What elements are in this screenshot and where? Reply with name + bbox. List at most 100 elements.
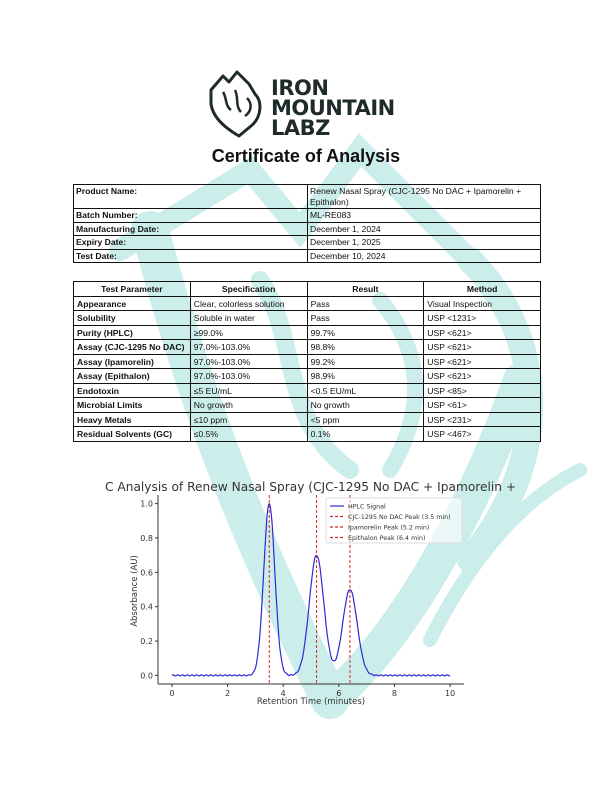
test-parameter: Assay (CJC-1295 No DAC) — [73, 339, 191, 355]
hplc-signal-line — [171, 502, 451, 677]
result: No growth — [306, 397, 425, 413]
table-row: Test Date: December 10, 2024 — [73, 248, 541, 263]
specification: Clear, colorless solution — [189, 295, 308, 311]
table-row: Batch Number: ML-RE083 — [73, 208, 541, 223]
label: Batch Number: — [73, 208, 308, 223]
test-parameter: Purity (HPLC) — [73, 324, 191, 340]
value: ML-RE083 — [307, 208, 541, 223]
result: 99.7% — [306, 324, 425, 340]
method: USP <1231> — [423, 310, 541, 326]
y-tick-label: 0.2 — [140, 637, 153, 646]
y-tick-label: 0.8 — [140, 534, 153, 543]
table-header-row: Test Parameter Specification Result Meth… — [73, 281, 541, 297]
y-axis-label: Absorbance (AU) — [130, 555, 140, 627]
method: USP <85> — [423, 382, 541, 398]
y-tick-label: 0.6 — [140, 568, 153, 577]
value: December 1, 2024 — [307, 221, 541, 236]
method: USP <61> — [423, 397, 541, 413]
logo-line-3: LABZ — [271, 116, 330, 140]
table-row: Purity (HPLC) ≥99.0% 99.7% USP <621> — [73, 324, 541, 340]
method: USP <621> — [423, 353, 541, 369]
y-tick-label: 0.0 — [140, 671, 153, 680]
logo-line-1: IRON — [271, 76, 329, 100]
test-parameter: Solubility — [73, 310, 191, 326]
method: USP <621> — [423, 324, 541, 340]
specification: 97.0%-103.0% — [189, 353, 308, 369]
result: <0.5 EU/mL — [306, 382, 425, 398]
column-header: Specification — [189, 281, 308, 297]
table-row: Microbial Limits No growth No growth USP <6… — [73, 397, 541, 413]
mountain-heart-icon — [209, 70, 262, 138]
hplc-chart: C Analysis of Renew Nasal Spray (CJC-129… — [105, 480, 520, 707]
label: Product Name: — [73, 184, 308, 209]
logo-line-2: MOUNTAIN — [271, 96, 395, 120]
specification: ≤0.5% — [189, 426, 308, 442]
method: USP <621> — [423, 368, 541, 384]
label: Expiry Date: — [73, 235, 308, 250]
specification: No growth — [189, 397, 308, 413]
table-row: Residual Solvents (GC) ≤0.5% 0.1% USP <467> — [73, 426, 541, 442]
result: 99.2% — [306, 353, 425, 369]
specification: ≤5 EU/mL — [189, 382, 308, 398]
test-parameter: Endotoxin — [73, 382, 191, 398]
x-tick-label: 6 — [336, 689, 341, 698]
label: Test Date: — [73, 248, 308, 263]
result: 98.9% — [306, 368, 425, 384]
test-results-table: Test Parameter Specification Result Meth… — [73, 281, 541, 442]
legend-entry: HPLC Signal — [348, 504, 386, 511]
table-row: Manufacturing Date: December 1, 2024 — [73, 221, 541, 236]
table-row: Heavy Metals ≤10 ppm <5 ppm USP <231> — [73, 411, 541, 427]
result: Pass — [306, 295, 425, 311]
table-row: Product Name: Renew Nasal Spray (CJC-1295… — [73, 184, 541, 209]
test-parameter: Appearance — [73, 295, 191, 311]
test-parameter: Assay (Epithalon) — [73, 368, 191, 384]
table-row: Endotoxin ≤5 EU/mL <0.5 EU/mL USP <85> — [73, 382, 541, 398]
legend-entry: Ipamorelin Peak (5.2 min) — [348, 525, 429, 532]
result: 0.1% — [306, 426, 425, 442]
result: Pass — [306, 310, 425, 326]
value: Renew Nasal Spray (CJC-1295 No DAC + Ipa… — [307, 184, 541, 209]
legend-entry: Epithalon Peak (6.4 min) — [348, 535, 425, 542]
specification: Soluble in water — [189, 310, 308, 326]
table-row: Assay (CJC-1295 No DAC) 97.0%-103.0% 98.8%… — [73, 339, 541, 355]
test-parameter: Microbial Limits — [73, 397, 191, 413]
specification: 97.0%-103.0% — [189, 368, 308, 384]
test-parameter: Residual Solvents (GC) — [73, 426, 191, 442]
test-parameter: Assay (Ipamorelin) — [73, 353, 191, 369]
product-info-table: Product Name: Renew Nasal Spray (CJC-1295… — [73, 184, 541, 263]
x-tick-label: 8 — [392, 689, 397, 698]
legend-entry: CJC-1295 No DAC Peak (3.5 min) — [348, 514, 451, 521]
specification: 97.0%-103.0% — [189, 339, 308, 355]
x-tick-label: 2 — [225, 689, 230, 698]
result: 98.8% — [306, 339, 425, 355]
table-row: Assay (Ipamorelin) 97.0%-103.0% 99.2% USP <… — [73, 353, 541, 369]
column-header: Method — [423, 281, 541, 297]
method: Visual Inspection — [423, 295, 541, 311]
method: USP <621> — [423, 339, 541, 355]
y-tick-label: 1.0 — [140, 500, 153, 509]
table-row: Solubility Soluble in water Pass USP <1231> — [73, 310, 541, 326]
table-row: Expiry Date: December 1, 2025 — [73, 235, 541, 250]
chart-title: C Analysis of Renew Nasal Spray (CJC-129… — [105, 480, 520, 494]
result: <5 ppm — [306, 411, 425, 427]
table-row: Assay (Epithalon) 97.0%-103.0% 98.9% USP <6… — [73, 368, 541, 384]
x-tick-label: 0 — [169, 689, 174, 698]
specification: ≥99.0% — [189, 324, 308, 340]
x-tick-label: 4 — [281, 689, 286, 698]
company-logo: IRON MOUNTAIN LABZ — [205, 68, 410, 140]
method: USP <231> — [423, 411, 541, 427]
page-title: Certificate of Analysis — [211, 146, 401, 166]
specification: ≤10 ppm — [189, 411, 308, 427]
x-tick-label: 10 — [445, 689, 455, 698]
legend — [325, 497, 463, 544]
value: December 10, 2024 — [307, 248, 541, 263]
test-parameter: Heavy Metals — [73, 411, 191, 427]
y-tick-label: 0.4 — [140, 603, 153, 612]
column-header: Result — [306, 281, 425, 297]
label: Manufacturing Date: — [73, 221, 308, 236]
table-row: Appearance Clear, colorless solution Pass V… — [73, 295, 541, 311]
x-axis-label: Retention Time (minutes) — [257, 697, 365, 707]
method: USP <467> — [423, 426, 541, 442]
value: December 1, 2025 — [307, 235, 541, 250]
column-header: Test Parameter — [73, 281, 191, 297]
